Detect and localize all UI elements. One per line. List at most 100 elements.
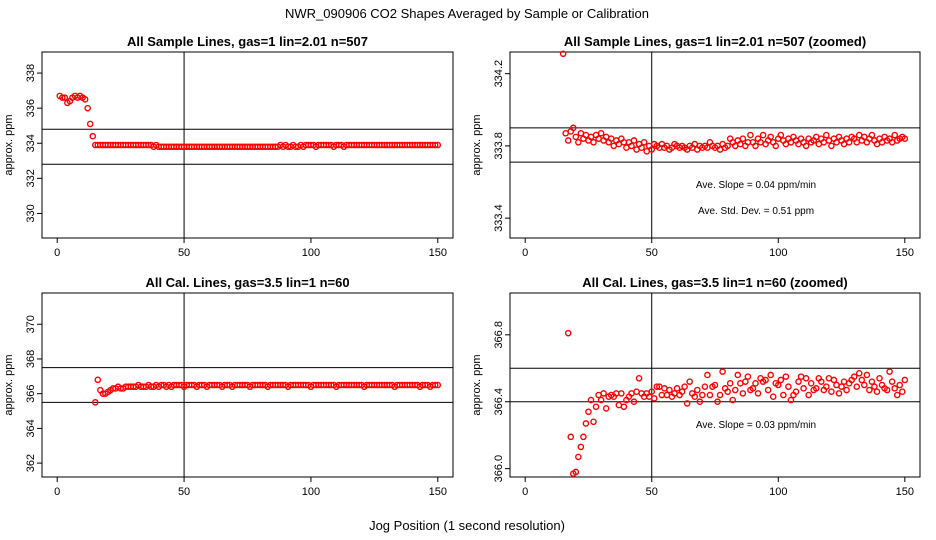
data-point: [81, 96, 89, 103]
y-axis-label: approx. ppm: [3, 114, 15, 175]
data-point: [769, 393, 777, 401]
plot-frame: [41, 292, 454, 478]
data-point: [580, 433, 587, 441]
data-point: [823, 383, 830, 390]
data-point: [602, 405, 610, 412]
data-point: [714, 398, 721, 406]
data-point: [434, 141, 442, 149]
data-point: [802, 142, 810, 150]
data-point: [681, 383, 688, 390]
data-point: [711, 381, 719, 389]
data-point: [871, 383, 878, 390]
data-point: [891, 131, 898, 139]
data-point: [850, 373, 858, 380]
data-point: [564, 137, 572, 144]
data-point: [635, 375, 643, 382]
data-point: [686, 378, 693, 385]
y-tick-label: 370: [25, 315, 37, 333]
data-point: [828, 388, 835, 395]
data-point: [638, 144, 645, 152]
data-point: [802, 375, 810, 382]
x-tick-label: 50: [646, 247, 658, 259]
data-point: [800, 385, 807, 392]
data-point: [772, 142, 780, 150]
data-point: [777, 376, 785, 384]
x-tick-label: 0: [522, 247, 528, 259]
data-point: [901, 135, 909, 142]
data-point: [747, 131, 754, 139]
x-tick-label: 150: [429, 486, 447, 498]
data-point: [640, 138, 648, 146]
data-point: [691, 393, 699, 401]
y-tick-label: 336: [25, 99, 37, 117]
figure-title: NWR_090906 CO2 Shapes Averaged by Sample…: [285, 6, 649, 21]
data-point: [590, 418, 597, 426]
data-point: [630, 398, 638, 406]
data-point: [701, 383, 709, 390]
chart-panel: All Cal. Lines, gas=3.5 lin=1 n=60 (zoom…: [471, 275, 921, 498]
y-tick-label: 330: [25, 204, 37, 222]
data-point: [431, 381, 439, 389]
data-point: [739, 390, 747, 397]
data-point: [823, 131, 830, 139]
y-axis-label: approx. ppm: [471, 114, 483, 175]
data-point: [752, 142, 759, 150]
data-point: [868, 131, 876, 139]
data-point: [861, 381, 868, 389]
data-point: [845, 138, 853, 146]
data-point: [734, 371, 742, 379]
data-point: [785, 383, 792, 390]
data-point: [828, 142, 835, 150]
data-point: [704, 371, 711, 379]
x-tick-label: 100: [302, 247, 320, 259]
y-tick-label: 338: [25, 64, 37, 82]
panel-title: All Sample Lines, gas=1 lin=2.01 n=507: [127, 34, 368, 49]
data-point: [893, 391, 901, 399]
data-point: [726, 380, 734, 387]
x-tick-label: 150: [896, 486, 914, 498]
data-point: [843, 386, 850, 394]
annotation-text: Ave. Slope = 0.03 ppm/min: [696, 420, 816, 431]
chart-panel: All Cal. Lines, gas=3.5 lin=1 n=60 0 50 100…: [3, 275, 454, 498]
data-point: [585, 408, 592, 416]
data-point: [853, 383, 861, 390]
x-tick-label: 50: [646, 486, 658, 498]
data-point: [572, 468, 580, 476]
data-point: [767, 133, 774, 141]
data-point: [693, 386, 701, 394]
data-point: [559, 50, 567, 58]
data-point: [94, 376, 102, 384]
y-tick-label: 362: [25, 454, 37, 472]
y-tick-label: 368: [25, 350, 37, 368]
data-point: [575, 138, 582, 146]
chart-panel: All Sample Lines, gas=1 lin=2.01 n=507 0 5…: [3, 34, 454, 259]
data-point: [774, 381, 782, 389]
y-tick-label: 366.4: [493, 388, 505, 416]
data-point: [569, 124, 577, 132]
data-point: [830, 376, 838, 384]
data-point: [673, 385, 681, 392]
x-tick-label: 0: [522, 486, 528, 498]
x-tick-label: 100: [769, 247, 787, 259]
y-tick-label: 334.2: [493, 60, 505, 88]
chart-panel: All Sample Lines, gas=1 lin=2.01 n=507 (…: [471, 34, 921, 259]
data-point: [868, 378, 876, 385]
data-point: [876, 375, 883, 382]
y-tick-label: 366.8: [493, 321, 505, 349]
data-point: [891, 385, 898, 392]
data-point: [89, 132, 97, 140]
panel-title: All Cal. Lines, gas=3.5 lin=1 n=60: [145, 275, 349, 290]
data-point: [901, 376, 909, 384]
data-point: [858, 376, 866, 384]
data-point: [724, 388, 731, 395]
plot-frame: [509, 51, 921, 239]
x-tick-label: 100: [769, 486, 787, 498]
panel-title: All Cal. Lines, gas=3.5 lin=1 n=60 (zoom…: [582, 275, 848, 290]
y-axis-label: approx. ppm: [471, 354, 483, 415]
data-point: [648, 388, 656, 395]
plot-frame: [41, 51, 454, 239]
data-point: [582, 420, 590, 427]
data-point: [587, 396, 595, 404]
data-point: [896, 381, 904, 389]
data-point: [86, 120, 94, 128]
